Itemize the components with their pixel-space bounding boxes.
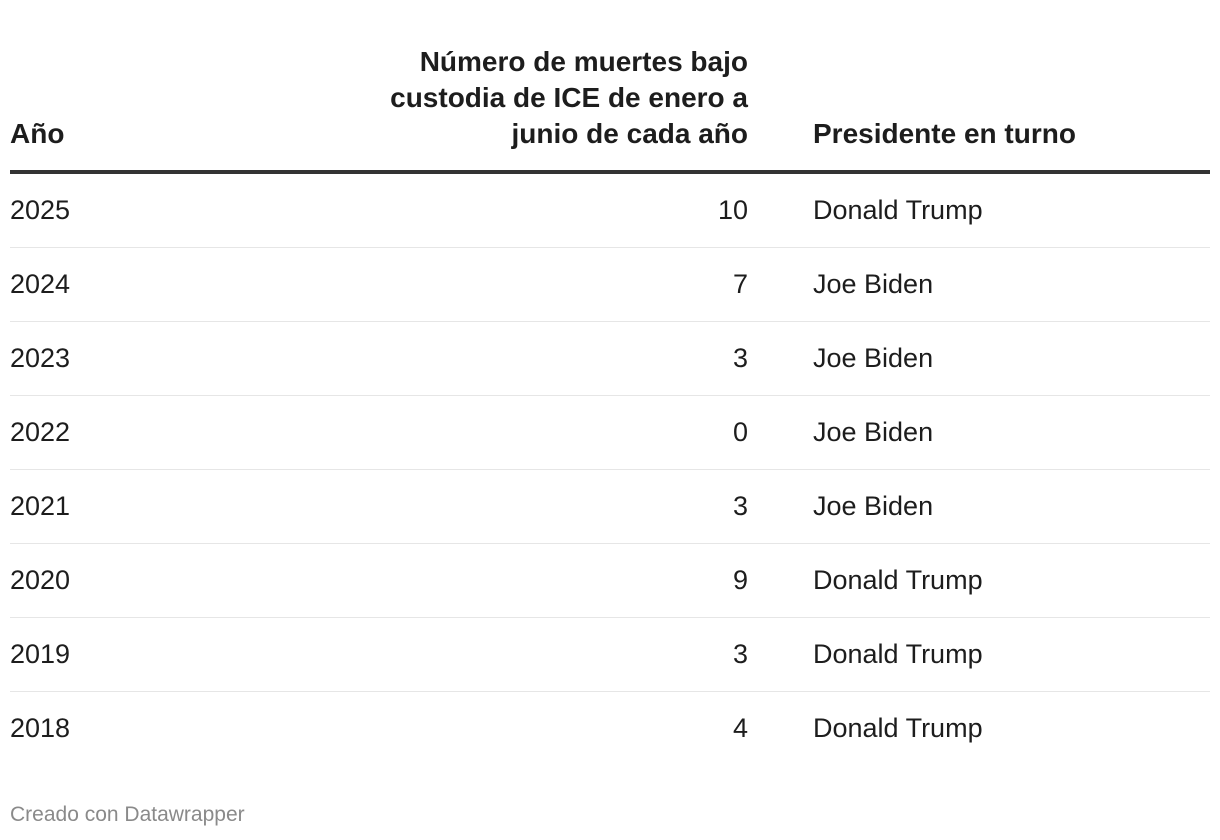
cell-spacer	[748, 247, 813, 322]
cell-spacer	[748, 543, 813, 618]
table-row: 2022 0 Joe Biden	[10, 395, 1210, 470]
cell-president: Joe Biden	[813, 247, 1210, 322]
cell-deaths: 7	[310, 247, 748, 322]
cell-president: Donald Trump	[813, 713, 983, 743]
column-header-deaths-line3: junio de cada año	[511, 118, 748, 149]
cell-spacer	[748, 617, 813, 692]
cell-year: 2019	[10, 617, 310, 692]
column-header-year[interactable]: Año	[10, 44, 310, 174]
deaths-table: Año Número de muertes bajo custodia de I…	[10, 44, 1210, 765]
cell-deaths: 9	[310, 543, 748, 618]
column-header-deaths-line1: Número de muertes bajo	[419, 46, 748, 77]
cell-president: Joe Biden	[813, 321, 1210, 396]
cell-year: 2025	[10, 172, 310, 248]
cell-year: 2022	[10, 395, 310, 470]
cell-president: Donald Trump	[813, 617, 1210, 692]
cell-deaths: 0	[310, 395, 748, 470]
cell-year: 2023	[10, 321, 310, 396]
table-row: 2024 7 Joe Biden	[10, 247, 1210, 322]
cell-spacer	[748, 172, 813, 248]
table-body: 2025 10 Donald Trump 2024 7 Joe Biden 20…	[10, 172, 1210, 765]
table-row: 2023 3 Joe Biden	[10, 321, 1210, 396]
cell-spacer	[748, 692, 813, 766]
table-row: 2021 3 Joe Biden	[10, 469, 1210, 544]
column-header-spacer	[748, 44, 813, 174]
datawrapper-credit[interactable]: Creado con Datawrapper	[10, 803, 245, 826]
column-header-deaths-line2: custodia de ICE de enero a	[390, 82, 748, 113]
table-header: Año Número de muertes bajo custodia de I…	[10, 44, 1210, 174]
cell-deaths: 4	[732, 713, 748, 743]
cell-year: 2024	[10, 247, 310, 322]
cell-president: Joe Biden	[813, 395, 1210, 470]
table-row: 2020 9 Donald Trump	[10, 543, 1210, 618]
cell-president: Donald Trump	[813, 172, 1210, 248]
cell-spacer	[748, 395, 813, 470]
data-table-container: Año Número de muertes bajo custodia de I…	[10, 44, 1210, 765]
header-row: Año Número de muertes bajo custodia de I…	[10, 44, 1210, 174]
column-header-deaths[interactable]: Número de muertes bajo custodia de ICE d…	[310, 44, 748, 174]
cell-year: 2021	[10, 469, 310, 544]
cell-deaths: 3	[310, 321, 748, 396]
cell-year: 2018	[10, 713, 71, 743]
cell-deaths: 3	[310, 617, 748, 692]
cell-spacer	[748, 469, 813, 544]
cell-president: Joe Biden	[813, 469, 1210, 544]
cell-deaths: 3	[310, 469, 748, 544]
table-row: 2018 4 Donald Trump	[10, 692, 1210, 766]
table-row: 2025 10 Donald Trump	[10, 172, 1210, 248]
cell-deaths: 10	[310, 172, 748, 248]
cell-president: Donald Trump	[813, 543, 1210, 618]
cell-year: 2020	[10, 543, 310, 618]
cell-spacer	[748, 321, 813, 396]
table-row: 2019 3 Donald Trump	[10, 617, 1210, 692]
column-header-president[interactable]: Presidente en turno	[813, 44, 1210, 174]
